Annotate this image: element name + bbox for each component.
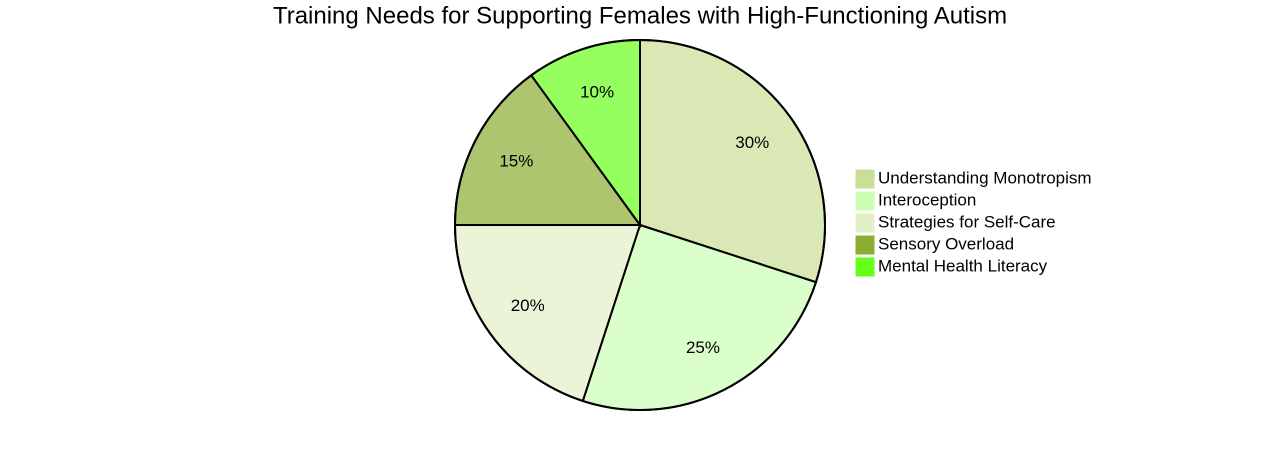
legend-label: Interoception [878, 190, 976, 209]
slice-label: 25% [686, 338, 720, 357]
chart-title: Training Needs for Supporting Females wi… [273, 2, 1007, 29]
pie-outline [454, 39, 826, 411]
legend-swatch [855, 169, 875, 189]
slice-label: 15% [499, 151, 533, 170]
legend-label: Mental Health Literacy [878, 256, 1048, 275]
slice-label: 30% [735, 133, 769, 152]
legend-label: Sensory Overload [878, 234, 1014, 253]
slice-label: 10% [580, 83, 614, 102]
slice-label: 20% [511, 296, 545, 315]
legend-swatch [855, 191, 875, 211]
legend-swatch [855, 235, 875, 255]
legend-swatch [855, 213, 875, 233]
legend-swatch [855, 257, 875, 277]
legend-label: Strategies for Self-Care [878, 212, 1056, 231]
legend-label: Understanding Monotropism [878, 168, 1092, 187]
